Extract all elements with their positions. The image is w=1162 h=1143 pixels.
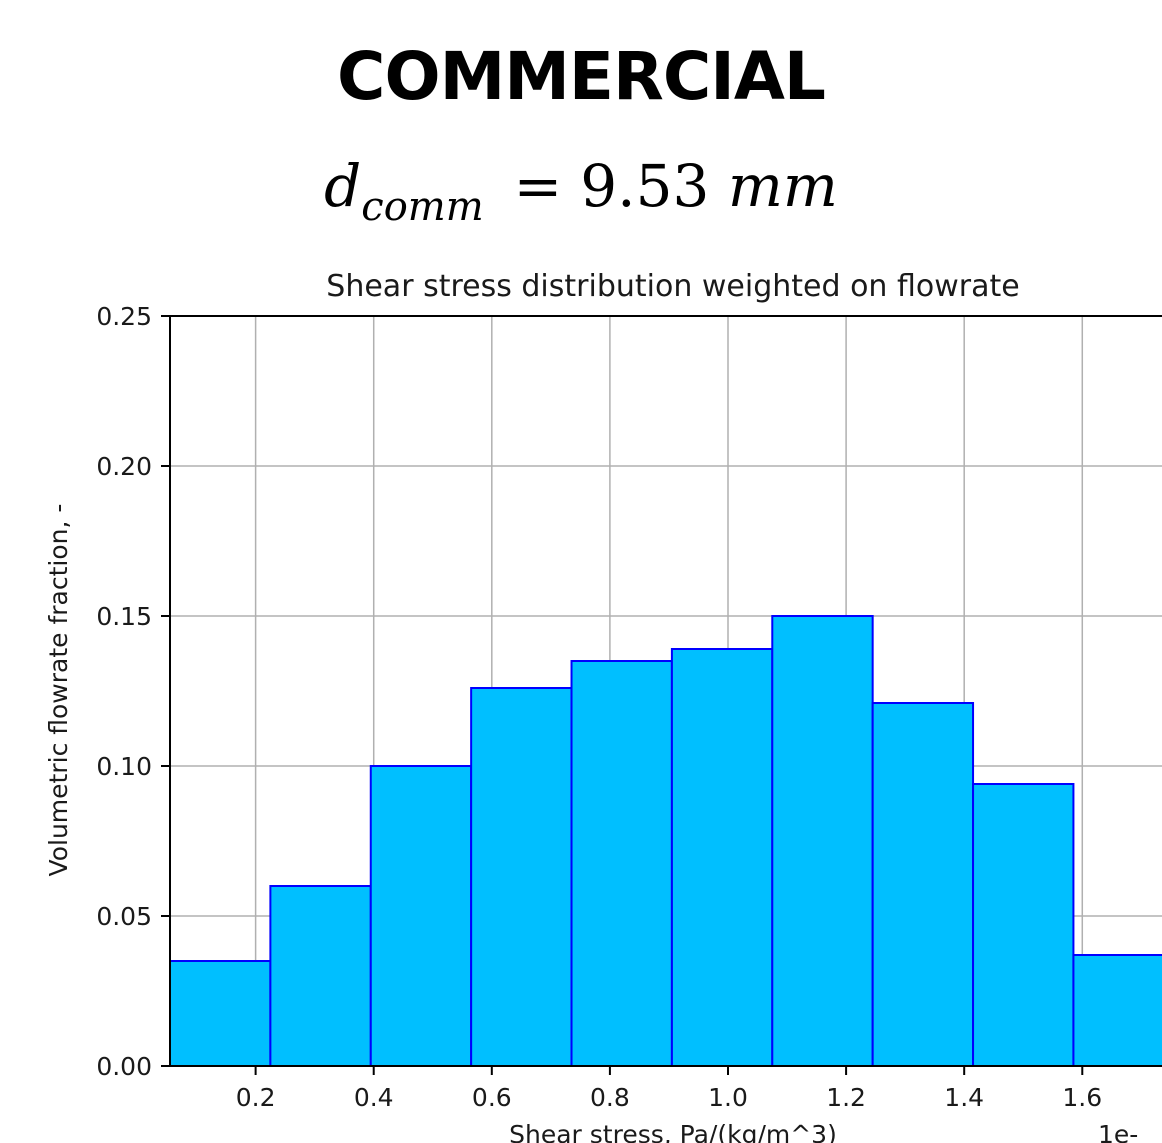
y-axis-label: Volumetric flowrate fraction, - (44, 504, 73, 877)
formula-variable: d (324, 152, 362, 220)
histogram-bar-5 (570, 660, 673, 1067)
plot-axes (169, 315, 1162, 1067)
x-axis-label: Shear stress, Pa/(kg/m^3) (509, 1120, 837, 1143)
formula-value: 9.53 (580, 152, 710, 220)
formula-unit: mm (727, 152, 838, 220)
x-tick-label: 1.4 (944, 1083, 984, 1112)
histogram-bar-2 (269, 885, 372, 1067)
histogram-bar-1 (169, 960, 272, 1067)
tick-marks (161, 315, 1084, 1075)
x-axis-offset-label: 1e- (1098, 1120, 1138, 1143)
histogram-bar-9 (972, 783, 1075, 1067)
y-tick-label: 0.10 (96, 752, 152, 781)
histogram-bar-4 (470, 687, 573, 1067)
histogram-bar-10 (1072, 954, 1162, 1067)
histogram-bar-6 (670, 648, 774, 1067)
histogram-bars (169, 615, 1162, 1067)
page-title: COMMERCIAL (337, 38, 826, 115)
chart-title: Shear stress distribution weighted on fl… (326, 269, 1019, 304)
tick-labels: 0.2 0.4 0.6 0.8 1.0 1.2 1.4 1.6 0.00 0.05 0.10 0.15… (96, 302, 1102, 1112)
y-tick-label: 0.25 (96, 302, 152, 331)
x-tick-label: 0.6 (472, 1083, 512, 1112)
histogram-bar-3 (369, 765, 473, 1067)
x-tick-label: 1.0 (708, 1083, 748, 1112)
y-tick-label: 0.00 (96, 1052, 152, 1081)
x-tick-label: 1.2 (826, 1083, 866, 1112)
histogram-bar-7 (771, 615, 874, 1067)
x-tick-label: 0.8 (590, 1083, 630, 1112)
formula-equals: = (513, 152, 563, 220)
x-tick-label: 1.6 (1062, 1083, 1102, 1112)
x-tick-label: 0.4 (354, 1083, 394, 1112)
y-tick-label: 0.20 (96, 452, 152, 481)
histogram-bar-8 (871, 702, 975, 1067)
diameter-formula: dcomm = 9.53 mm (0, 152, 1162, 230)
y-tick-label: 0.15 (96, 602, 152, 631)
formula-subscript: comm (361, 184, 484, 230)
y-tick-label: 0.05 (96, 902, 152, 931)
x-tick-label: 0.2 (236, 1083, 276, 1112)
